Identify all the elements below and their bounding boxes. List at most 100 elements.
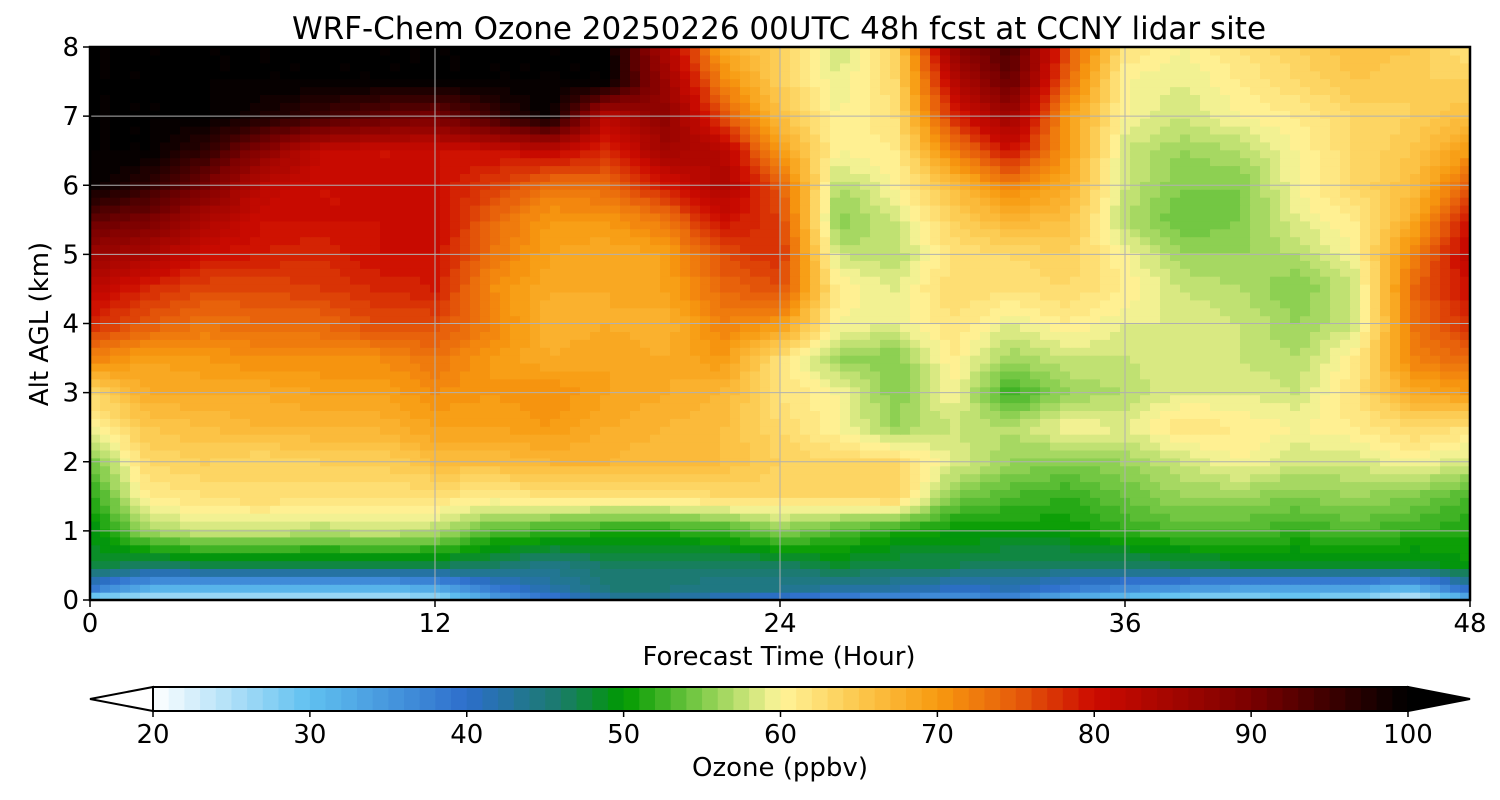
ozone-cell (1390, 521, 1401, 530)
ozone-cell (650, 370, 661, 380)
ozone-cell (120, 505, 131, 514)
ozone-cell (660, 560, 671, 569)
ozone-cell (260, 418, 271, 427)
ozone-cell (140, 315, 151, 325)
ozone-cell (610, 536, 621, 546)
ozone-cell (260, 394, 271, 404)
ozone-cell (870, 584, 881, 593)
ozone-cell (550, 426, 561, 435)
ozone-cell (700, 394, 711, 404)
ozone-cell (1320, 568, 1331, 577)
ozone-cell (1230, 584, 1241, 593)
ozone-cell (280, 355, 291, 364)
ozone-cell (180, 347, 191, 356)
ozone-cell (150, 584, 161, 593)
ozone-cell (320, 323, 331, 332)
ozone-cell (90, 489, 101, 498)
ozone-cell (300, 505, 311, 514)
ozone-cell (740, 513, 751, 522)
ozone-cell (220, 513, 231, 522)
ozone-cell (1330, 386, 1341, 396)
ozone-cell (400, 434, 411, 443)
ozone-cell (380, 481, 391, 490)
ozone-cell (680, 513, 691, 522)
ozone-cell (480, 584, 491, 593)
ozone-cell (1080, 576, 1091, 585)
ozone-cell (340, 481, 351, 490)
ozone-cell (350, 363, 361, 372)
ozone-cell (680, 481, 691, 490)
ozone-cell (330, 363, 341, 372)
ozone-cell (1400, 410, 1411, 419)
ozone-cell (790, 315, 801, 325)
ozone-cell (1080, 489, 1091, 498)
ozone-cell (640, 426, 651, 435)
ozone-cell (1350, 536, 1361, 546)
ozone-cell (940, 355, 951, 364)
ozone-cell (1090, 434, 1101, 443)
ozone-cell (1430, 386, 1441, 396)
ozone-cell (1050, 339, 1061, 348)
ozone-cell (640, 434, 651, 443)
ozone-cell (870, 323, 881, 332)
ozone-cell (320, 568, 331, 577)
ozone-cell (550, 481, 561, 490)
ozone-cell (820, 323, 831, 332)
ozone-cell (1200, 528, 1211, 538)
ozone-cell (140, 489, 151, 498)
ozone-cell (150, 347, 161, 356)
ozone-cell (480, 434, 491, 443)
ozone-cell (1310, 402, 1321, 411)
ozone-cell (100, 481, 111, 490)
ozone-cell (1350, 347, 1361, 356)
ozone-cell (520, 497, 531, 506)
ozone-cell (690, 536, 701, 546)
ozone-cell (820, 576, 831, 585)
ozone-cell (660, 410, 671, 419)
ozone-cell (1170, 568, 1181, 577)
ozone-cell (1350, 339, 1361, 348)
ozone-cell (420, 449, 431, 459)
ozone-cell (1070, 442, 1081, 451)
ozone-cell (350, 505, 361, 514)
ozone-cell (580, 386, 591, 396)
ozone-cell (1270, 426, 1281, 435)
ozone-cell (500, 331, 511, 340)
ozone-cell (550, 394, 561, 404)
ozone-cell (230, 339, 241, 348)
ozone-cell (910, 331, 921, 340)
ozone-cell (990, 592, 1001, 601)
ozone-cell (770, 323, 781, 332)
ozone-cell (1300, 449, 1311, 459)
ozone-cell (1100, 434, 1111, 443)
ozone-cell (770, 536, 781, 546)
ozone-cell (580, 442, 591, 451)
ozone-cell (560, 331, 571, 340)
ozone-cell (1370, 576, 1381, 585)
ozone-cell (820, 536, 831, 546)
ozone-cell (1080, 521, 1091, 530)
ozone-cell (920, 536, 931, 546)
ozone-cell (460, 386, 471, 396)
ozone-cell (210, 584, 221, 593)
ozone-cell (530, 347, 541, 356)
ozone-cell (670, 355, 681, 364)
ozone-cell (640, 513, 651, 522)
ozone-cell (660, 473, 671, 483)
ozone-cell (1040, 481, 1051, 490)
ozone-cell (1150, 576, 1161, 585)
ozone-cell (250, 521, 261, 530)
ozone-cell (160, 323, 171, 332)
ozone-cell (1090, 315, 1101, 325)
ozone-cell (190, 323, 201, 332)
ozone-cell (820, 584, 831, 593)
ozone-cell (450, 410, 461, 419)
ozone-cell (710, 560, 721, 569)
ozone-cell (1320, 505, 1331, 514)
ozone-cell (100, 449, 111, 459)
ozone-cell (360, 576, 371, 585)
ozone-cell (1410, 592, 1421, 601)
ozone-cell (290, 544, 301, 554)
ozone-cell (690, 465, 701, 475)
ozone-cell (270, 544, 281, 554)
